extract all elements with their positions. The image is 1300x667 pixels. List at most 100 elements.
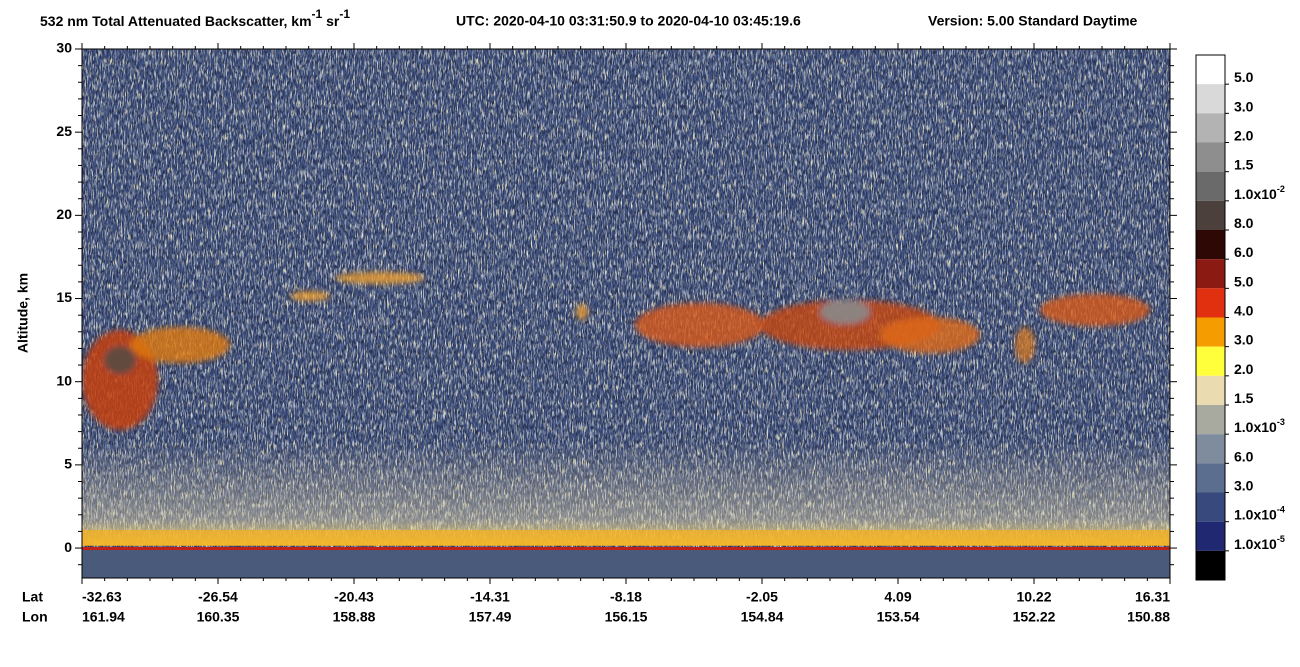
x-tick-label: 156.15 — [605, 609, 648, 625]
colorbar-label-exponent: -3 — [1277, 418, 1285, 428]
x-tick-label: 157.49 — [469, 609, 512, 625]
cloud — [576, 304, 588, 320]
colorbar-label: 2.0 — [1234, 361, 1254, 377]
y-tick-label: 5 — [64, 456, 72, 472]
boundary-layer — [82, 440, 1170, 545]
colorbar-label-text: 5.0 — [1234, 69, 1254, 85]
x-tick-label: 161.94 — [82, 609, 125, 625]
colorbar-swatch — [1196, 142, 1225, 172]
cloud — [104, 346, 136, 374]
cloud — [635, 303, 765, 347]
y-tick-label: 0 — [64, 539, 72, 555]
colorbar-label: 1.5 — [1234, 156, 1254, 172]
x-tick-label: 152.22 — [1013, 609, 1056, 625]
x-tick-label: -8.18 — [610, 589, 642, 605]
cloud — [290, 291, 330, 301]
colorbar-swatch — [1196, 317, 1225, 347]
colorbar-label: 2.0 — [1234, 127, 1254, 143]
colorbar-label: 1.0x10-5 — [1234, 534, 1285, 551]
colorbar-label: 5.0 — [1234, 69, 1254, 85]
colorbar-label: 1.0x10-2 — [1234, 184, 1285, 201]
title-superscript: -1 — [339, 7, 350, 21]
colorbar-swatch — [1196, 434, 1225, 464]
colorbar-label: 3.0 — [1234, 477, 1254, 493]
colorbar-swatch — [1196, 259, 1225, 289]
x-tick-label: -26.54 — [198, 589, 238, 605]
x-tick-label: 154.84 — [741, 609, 784, 625]
x-tick-label: 4.09 — [884, 589, 911, 605]
colorbar-label-text: 2.0 — [1234, 127, 1254, 143]
colorbar-swatch — [1196, 521, 1225, 551]
colorbar-label: 1.0x10-3 — [1234, 418, 1285, 435]
x-tick-label: 16.31 — [1135, 589, 1170, 605]
subsurface — [82, 550, 1170, 578]
version-label: Version: 5.00 Standard Daytime — [928, 13, 1138, 29]
y-tick-label: 25 — [56, 123, 72, 139]
cloud — [130, 327, 230, 363]
colorbar-label-text: 8.0 — [1234, 215, 1254, 231]
colorbar-swatch — [1196, 463, 1225, 493]
title-text: 532 nm Total Attenuated Backscatter, km — [40, 13, 312, 29]
colorbar-label-exponent: -2 — [1277, 184, 1285, 194]
colorbar-label-text: 1.5 — [1234, 156, 1254, 172]
colorbar-label-text: 1.0x10 — [1234, 506, 1277, 522]
colorbar-swatch — [1196, 550, 1225, 580]
colorbar-label: 4.0 — [1234, 302, 1254, 318]
colorbar-label-text: 3.0 — [1234, 477, 1254, 493]
colorbar-label-text: 6.0 — [1234, 448, 1254, 464]
colorbar-swatch — [1196, 230, 1225, 260]
colorbar-label: 8.0 — [1234, 215, 1254, 231]
colorbar-swatch — [1196, 346, 1225, 376]
clouds — [82, 272, 1150, 430]
colorbar-label-text: 1.0x10 — [1234, 419, 1277, 435]
y-tick-label: 30 — [56, 40, 72, 56]
colorbar-label-text: 1.0x10 — [1234, 536, 1277, 552]
boundary-layer — [82, 530, 1170, 546]
x-row-name: Lon — [22, 609, 48, 625]
colorbar-label-text: 5.0 — [1234, 273, 1254, 289]
x-tick-label: 150.88 — [1127, 609, 1170, 625]
cloud — [820, 300, 870, 324]
colorbar-swatch — [1196, 492, 1225, 522]
chart-subtitle: UTC: 2020-04-10 03:31:50.9 to 2020-04-10… — [456, 13, 801, 29]
cloud — [1015, 327, 1035, 363]
cloud — [1040, 294, 1150, 326]
x-tick-label: 158.88 — [333, 609, 376, 625]
title-superscript: -1 — [312, 7, 323, 21]
y-axis-label: Altitude, km — [15, 273, 31, 353]
colorbar-label: 5.0 — [1234, 273, 1254, 289]
x-tick-label: -14.31 — [470, 589, 510, 605]
y-tick-label: 15 — [56, 289, 72, 305]
colorbar-swatch — [1196, 55, 1225, 85]
colorbar-swatch — [1196, 375, 1225, 405]
title-text: sr — [322, 13, 340, 29]
colorbar-label: 6.0 — [1234, 448, 1254, 464]
colorbar-label-text: 1.0x10 — [1234, 186, 1277, 202]
colorbar-swatch — [1196, 113, 1225, 143]
colorbar-label-text: 2.0 — [1234, 361, 1254, 377]
x-row-name: Lat — [22, 589, 43, 605]
colorbar-label: 3.0 — [1234, 331, 1254, 347]
colorbar-label: 6.0 — [1234, 244, 1254, 260]
colorbar-label: 1.0x10-4 — [1234, 505, 1285, 522]
colorbar-label-text: 3.0 — [1234, 98, 1254, 114]
backscatter-field — [82, 49, 1170, 578]
x-tick-label: 160.35 — [197, 609, 240, 625]
x-tick-label: -20.43 — [334, 589, 374, 605]
x-tick-label: -32.63 — [82, 589, 122, 605]
x-tick-label: 153.54 — [877, 609, 920, 625]
colorbar-swatch — [1196, 171, 1225, 201]
colorbar-swatch — [1196, 84, 1225, 114]
colorbar-label-exponent: -4 — [1277, 505, 1285, 515]
colorbar-label-text: 6.0 — [1234, 244, 1254, 260]
y-tick-label: 20 — [56, 206, 72, 222]
colorbar-label: 3.0 — [1234, 98, 1254, 114]
x-tick-label: -2.05 — [746, 589, 778, 605]
cloud — [880, 317, 980, 353]
colorbar-label-exponent: -5 — [1277, 534, 1285, 544]
colorbar-swatch — [1196, 288, 1225, 318]
chart-title: 532 nm Total Attenuated Backscatter, km-… — [40, 7, 350, 29]
x-tick-label: 10.22 — [1016, 589, 1051, 605]
colorbar-label: 1.5 — [1234, 390, 1254, 406]
